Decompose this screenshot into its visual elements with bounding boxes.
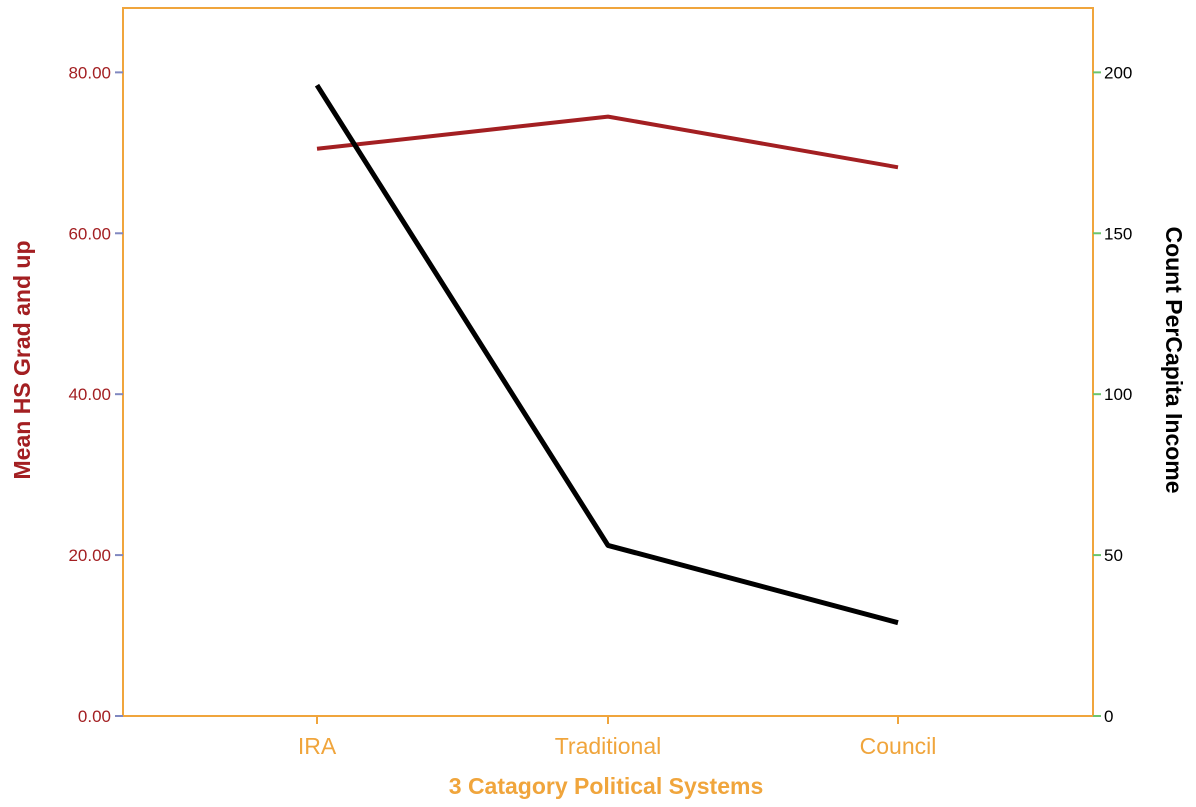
axis-ticks: 0.00 20.00 40.00 60.00 80.00 0 50 100 150 200 IRA T…: [68, 63, 1132, 759]
axis-labels: Mean HS Grad and up Count PerCapita Inco…: [9, 226, 1187, 799]
left-tick-label: 0.00: [78, 707, 111, 726]
left-tick-label: 80.00: [68, 63, 111, 82]
right-tick-label: 200: [1104, 63, 1132, 82]
right-axis-title: Count PerCapita Income: [1161, 226, 1187, 493]
x-tick-label: Council: [860, 733, 937, 759]
right-tick-label: 100: [1104, 385, 1132, 404]
left-tick-label: 20.00: [68, 546, 111, 565]
right-tick-label: 0: [1104, 707, 1113, 726]
left-tick-label: 40.00: [68, 385, 111, 404]
right-tick-label: 150: [1104, 224, 1132, 243]
left-tick-label: 60.00: [68, 224, 111, 243]
series-line-left-axis: [316, 114, 899, 170]
x-tick-label: IRA: [298, 733, 337, 759]
series-line-right-axis: [314, 83, 899, 626]
right-tick-label: 50: [1104, 546, 1123, 565]
left-axis-title: Mean HS Grad and up: [9, 241, 35, 480]
series-lines: [314, 83, 899, 626]
x-axis-title: 3 Catagory Political Systems: [449, 773, 763, 799]
plot-border: [122, 7, 1094, 717]
x-tick-label: Traditional: [555, 733, 662, 759]
plot-frame: [122, 7, 1094, 717]
